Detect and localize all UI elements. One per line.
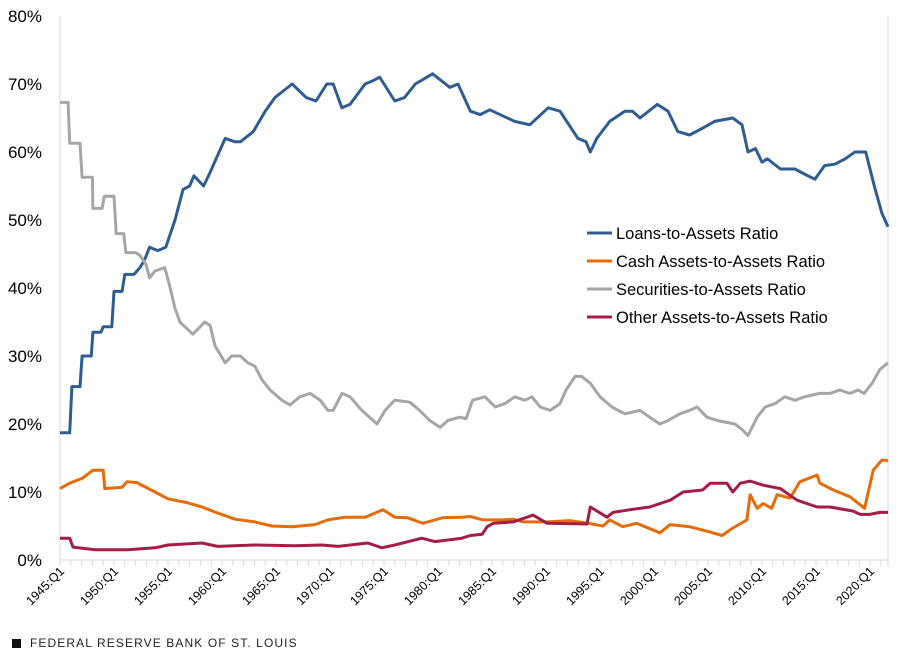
legend-label: Loans-to-Assets Ratio [616,225,778,243]
x-tick-label: 1990:Q1 [509,564,553,608]
footer-source: FEDERAL RESERVE BANK OF ST. LOUIS [12,636,298,650]
y-tick-label: 30% [8,347,42,366]
y-tick-label: 50% [8,211,42,230]
x-axis-ticks: 1945:Q1 1950:Q1 1955:Q1 1960:Q1 1965:Q1 1970:… [23,560,889,608]
x-tick-label: 2020:Q1 [833,564,877,608]
series-line-2 [59,458,889,537]
x-tick-label: 1985:Q1 [455,564,499,608]
legend-label: Securities-to-Assets Ratio [616,281,806,299]
series-line-4 [60,479,888,552]
legend-item: Securities-to-Assets Ratio [587,281,806,299]
legend-label: Cash Assets-to-Assets Ratio [616,253,825,271]
legend: Loans-to-Assets Ratio Cash Assets-to-Asse… [587,225,828,327]
legend-item: Other Assets-to-Assets Ratio [587,309,828,327]
series-line-3 [60,100,889,438]
y-tick-label: 10% [8,483,42,502]
x-tick-label: 1955:Q1 [131,564,175,608]
y-tick-label: 70% [8,75,42,94]
y-tick-label: 0% [17,551,42,570]
x-tick-label: 1995:Q1 [563,564,607,608]
x-tick-label: 1945:Q1 [23,564,67,608]
x-tick-label: 1965:Q1 [239,564,283,608]
x-tick-label: 1950:Q1 [77,564,121,608]
x-tick-label: 1970:Q1 [293,564,337,608]
x-tick-label: 1980:Q1 [401,564,445,608]
x-tick-label: 1975:Q1 [347,564,391,608]
x-tick-label: 2000:Q1 [617,564,661,608]
y-tick-label: 80% [8,7,42,26]
legend-item: Cash Assets-to-Assets Ratio [587,253,825,271]
axes [59,16,889,561]
series-line-1 [60,72,890,435]
y-tick-label: 60% [8,143,42,162]
x-tick-label: 2010:Q1 [725,564,769,608]
y-tick-label: 20% [8,415,42,434]
y-tick-label: 40% [8,279,42,298]
legend-item: Loans-to-Assets Ratio [587,225,778,243]
y-axis-ticks: 0% 10% 20% 30% 40% 50% 60% 70% 80% [8,7,42,570]
legend-label: Other Assets-to-Assets Ratio [616,309,828,327]
series-lines [59,72,890,552]
x-tick-label: 2005:Q1 [671,564,715,608]
x-tick-label: 2015:Q1 [779,564,823,608]
square-bullet-icon [12,638,21,648]
footer-source-text: FEDERAL RESERVE BANK OF ST. LOUIS [30,636,298,650]
x-tick-label: 1960:Q1 [185,564,229,608]
